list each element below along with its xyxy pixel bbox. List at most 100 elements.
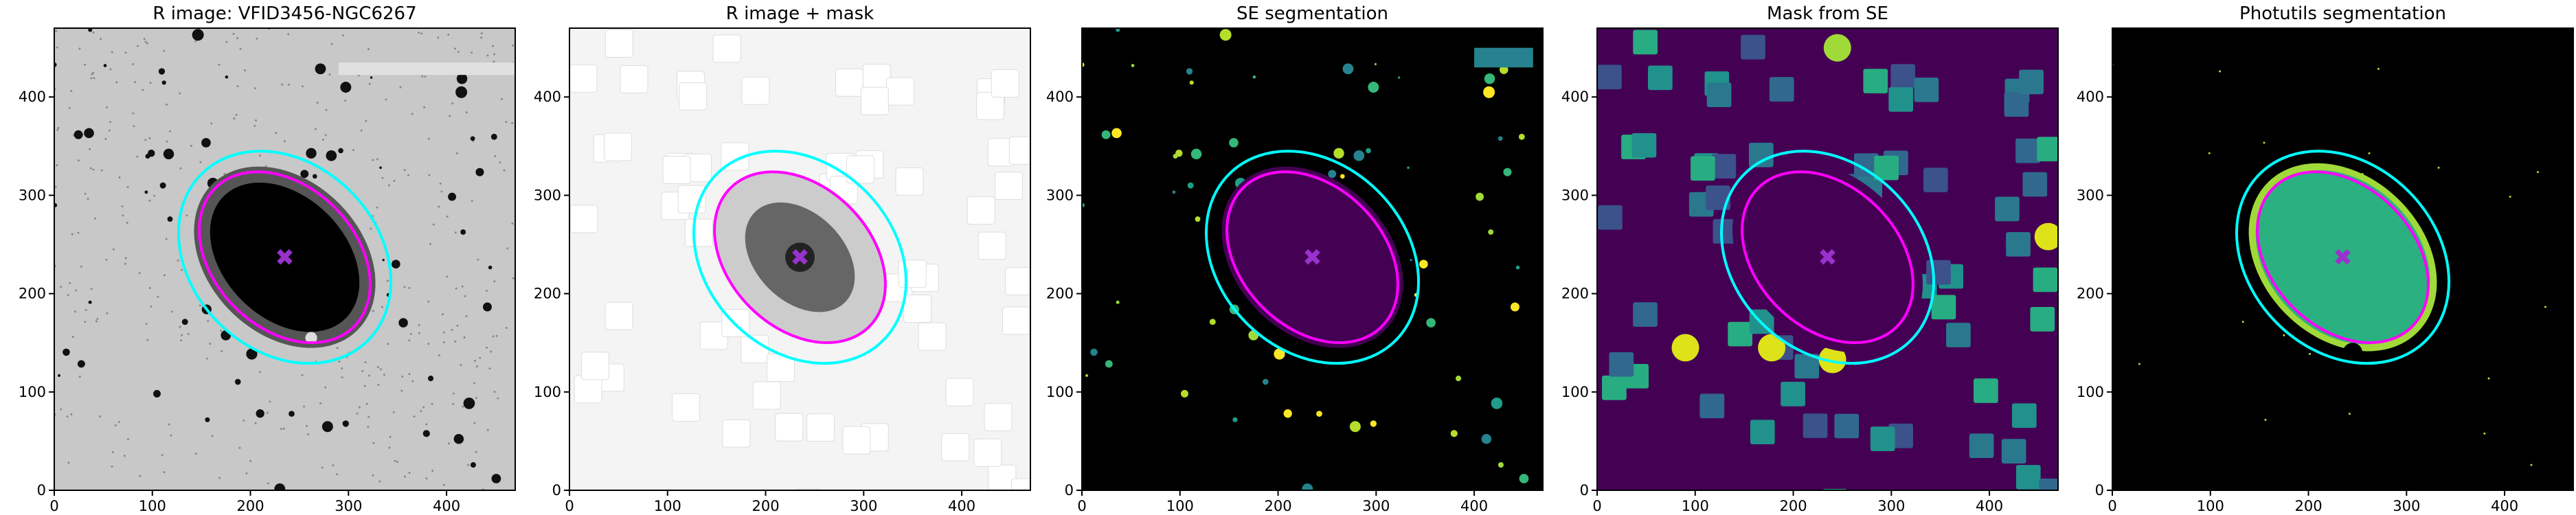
star	[470, 136, 475, 141]
segment	[2208, 152, 2211, 154]
segment	[1518, 133, 1525, 140]
x-tick-label: 0	[1077, 498, 1086, 514]
star	[144, 190, 148, 194]
mask-square	[2015, 138, 2040, 163]
star	[88, 300, 92, 304]
segment	[2483, 432, 2486, 435]
outer-ellipse	[692, 150, 908, 365]
mask-square	[1706, 82, 1732, 108]
star	[161, 80, 166, 85]
star	[463, 398, 475, 409]
y-tick-label: 100	[534, 384, 561, 400]
axes-frame	[569, 27, 1031, 491]
star	[201, 138, 211, 148]
x-tick-label: 300	[335, 498, 362, 514]
segment	[1302, 483, 1313, 490]
segment	[1484, 73, 1495, 84]
mask-square	[1995, 196, 2020, 222]
segment	[1186, 68, 1193, 75]
segment	[1374, 62, 1377, 65]
segment	[1510, 302, 1519, 312]
mask-square	[860, 87, 889, 115]
panel-title: Mask from SE	[1767, 3, 1888, 24]
segment	[1498, 462, 1504, 468]
mask-square	[1914, 77, 1939, 102]
mask-square	[967, 196, 995, 225]
star	[455, 86, 468, 98]
star	[491, 474, 501, 483]
mask-square	[835, 68, 863, 97]
star	[321, 421, 333, 433]
y-tick-label: 100	[19, 384, 46, 400]
mask-square	[1602, 375, 1627, 400]
mask-circle	[1818, 345, 1846, 374]
mask-square	[1741, 34, 1765, 60]
mask-square	[679, 82, 708, 111]
mask-circle	[1671, 334, 1699, 362]
segment	[1519, 474, 1529, 483]
segment	[1195, 216, 1201, 222]
mask-square	[1834, 413, 1860, 439]
star	[300, 170, 309, 179]
mask-square	[1769, 77, 1794, 102]
mask-square	[605, 30, 633, 58]
segment	[1085, 374, 1089, 377]
panel-title: Photutils segmentation	[2239, 3, 2446, 24]
star	[460, 229, 466, 235]
star	[338, 148, 343, 154]
star	[453, 433, 464, 444]
segment	[1397, 76, 1401, 79]
mask-square	[1005, 267, 1030, 296]
y-tick-label: 100	[1046, 384, 1074, 400]
mask-square	[1888, 87, 1914, 112]
mask-circle	[1758, 334, 1786, 362]
x-tick-label: 200	[1779, 498, 1807, 514]
mask-square	[973, 438, 1002, 467]
mask-square	[984, 402, 1013, 431]
x-tick-label: 400	[1460, 498, 1488, 514]
segment	[1498, 136, 1503, 141]
mask-square	[1794, 354, 1820, 379]
star	[181, 319, 188, 325]
star	[225, 75, 229, 79]
mask-square	[1706, 185, 1730, 210]
mask-square	[918, 322, 947, 351]
star	[103, 64, 107, 67]
mask-square	[1781, 382, 1805, 407]
segment	[1173, 153, 1178, 159]
galaxy-segment	[1221, 166, 1403, 348]
mask-square	[1699, 393, 1725, 419]
panel-title: SE segmentation	[1236, 3, 1388, 24]
x-tick-label: 0	[565, 498, 574, 514]
segment	[1232, 417, 1238, 422]
mask-square	[1969, 433, 1994, 459]
segment	[1340, 174, 1345, 179]
mask-square	[903, 294, 932, 323]
segment	[1483, 86, 1495, 98]
star	[167, 216, 173, 222]
mask-square	[1863, 69, 1888, 93]
segment	[2368, 152, 2371, 154]
mask-square	[842, 426, 871, 455]
star	[470, 462, 476, 468]
segment	[2437, 166, 2440, 169]
mask-square	[620, 65, 648, 93]
x-tick-label: 100	[139, 498, 166, 514]
star	[475, 168, 484, 176]
segment	[1274, 348, 1285, 360]
mask-square	[685, 218, 713, 247]
segment	[1333, 148, 1344, 159]
y-tick-label: 0	[552, 482, 561, 499]
segment	[2283, 334, 2285, 336]
mask-square	[1931, 295, 1956, 320]
y-tick-label: 0	[2095, 482, 2104, 499]
x-tick-label: 200	[236, 498, 264, 514]
mask-square	[569, 205, 598, 233]
x-tick-label: 400	[1976, 498, 2003, 514]
mask-square	[1822, 489, 1847, 490]
star	[58, 374, 61, 377]
y-tick-label: 200	[1046, 286, 1074, 302]
y-tick-label: 400	[2077, 89, 2104, 105]
mask-square	[2039, 479, 2058, 490]
